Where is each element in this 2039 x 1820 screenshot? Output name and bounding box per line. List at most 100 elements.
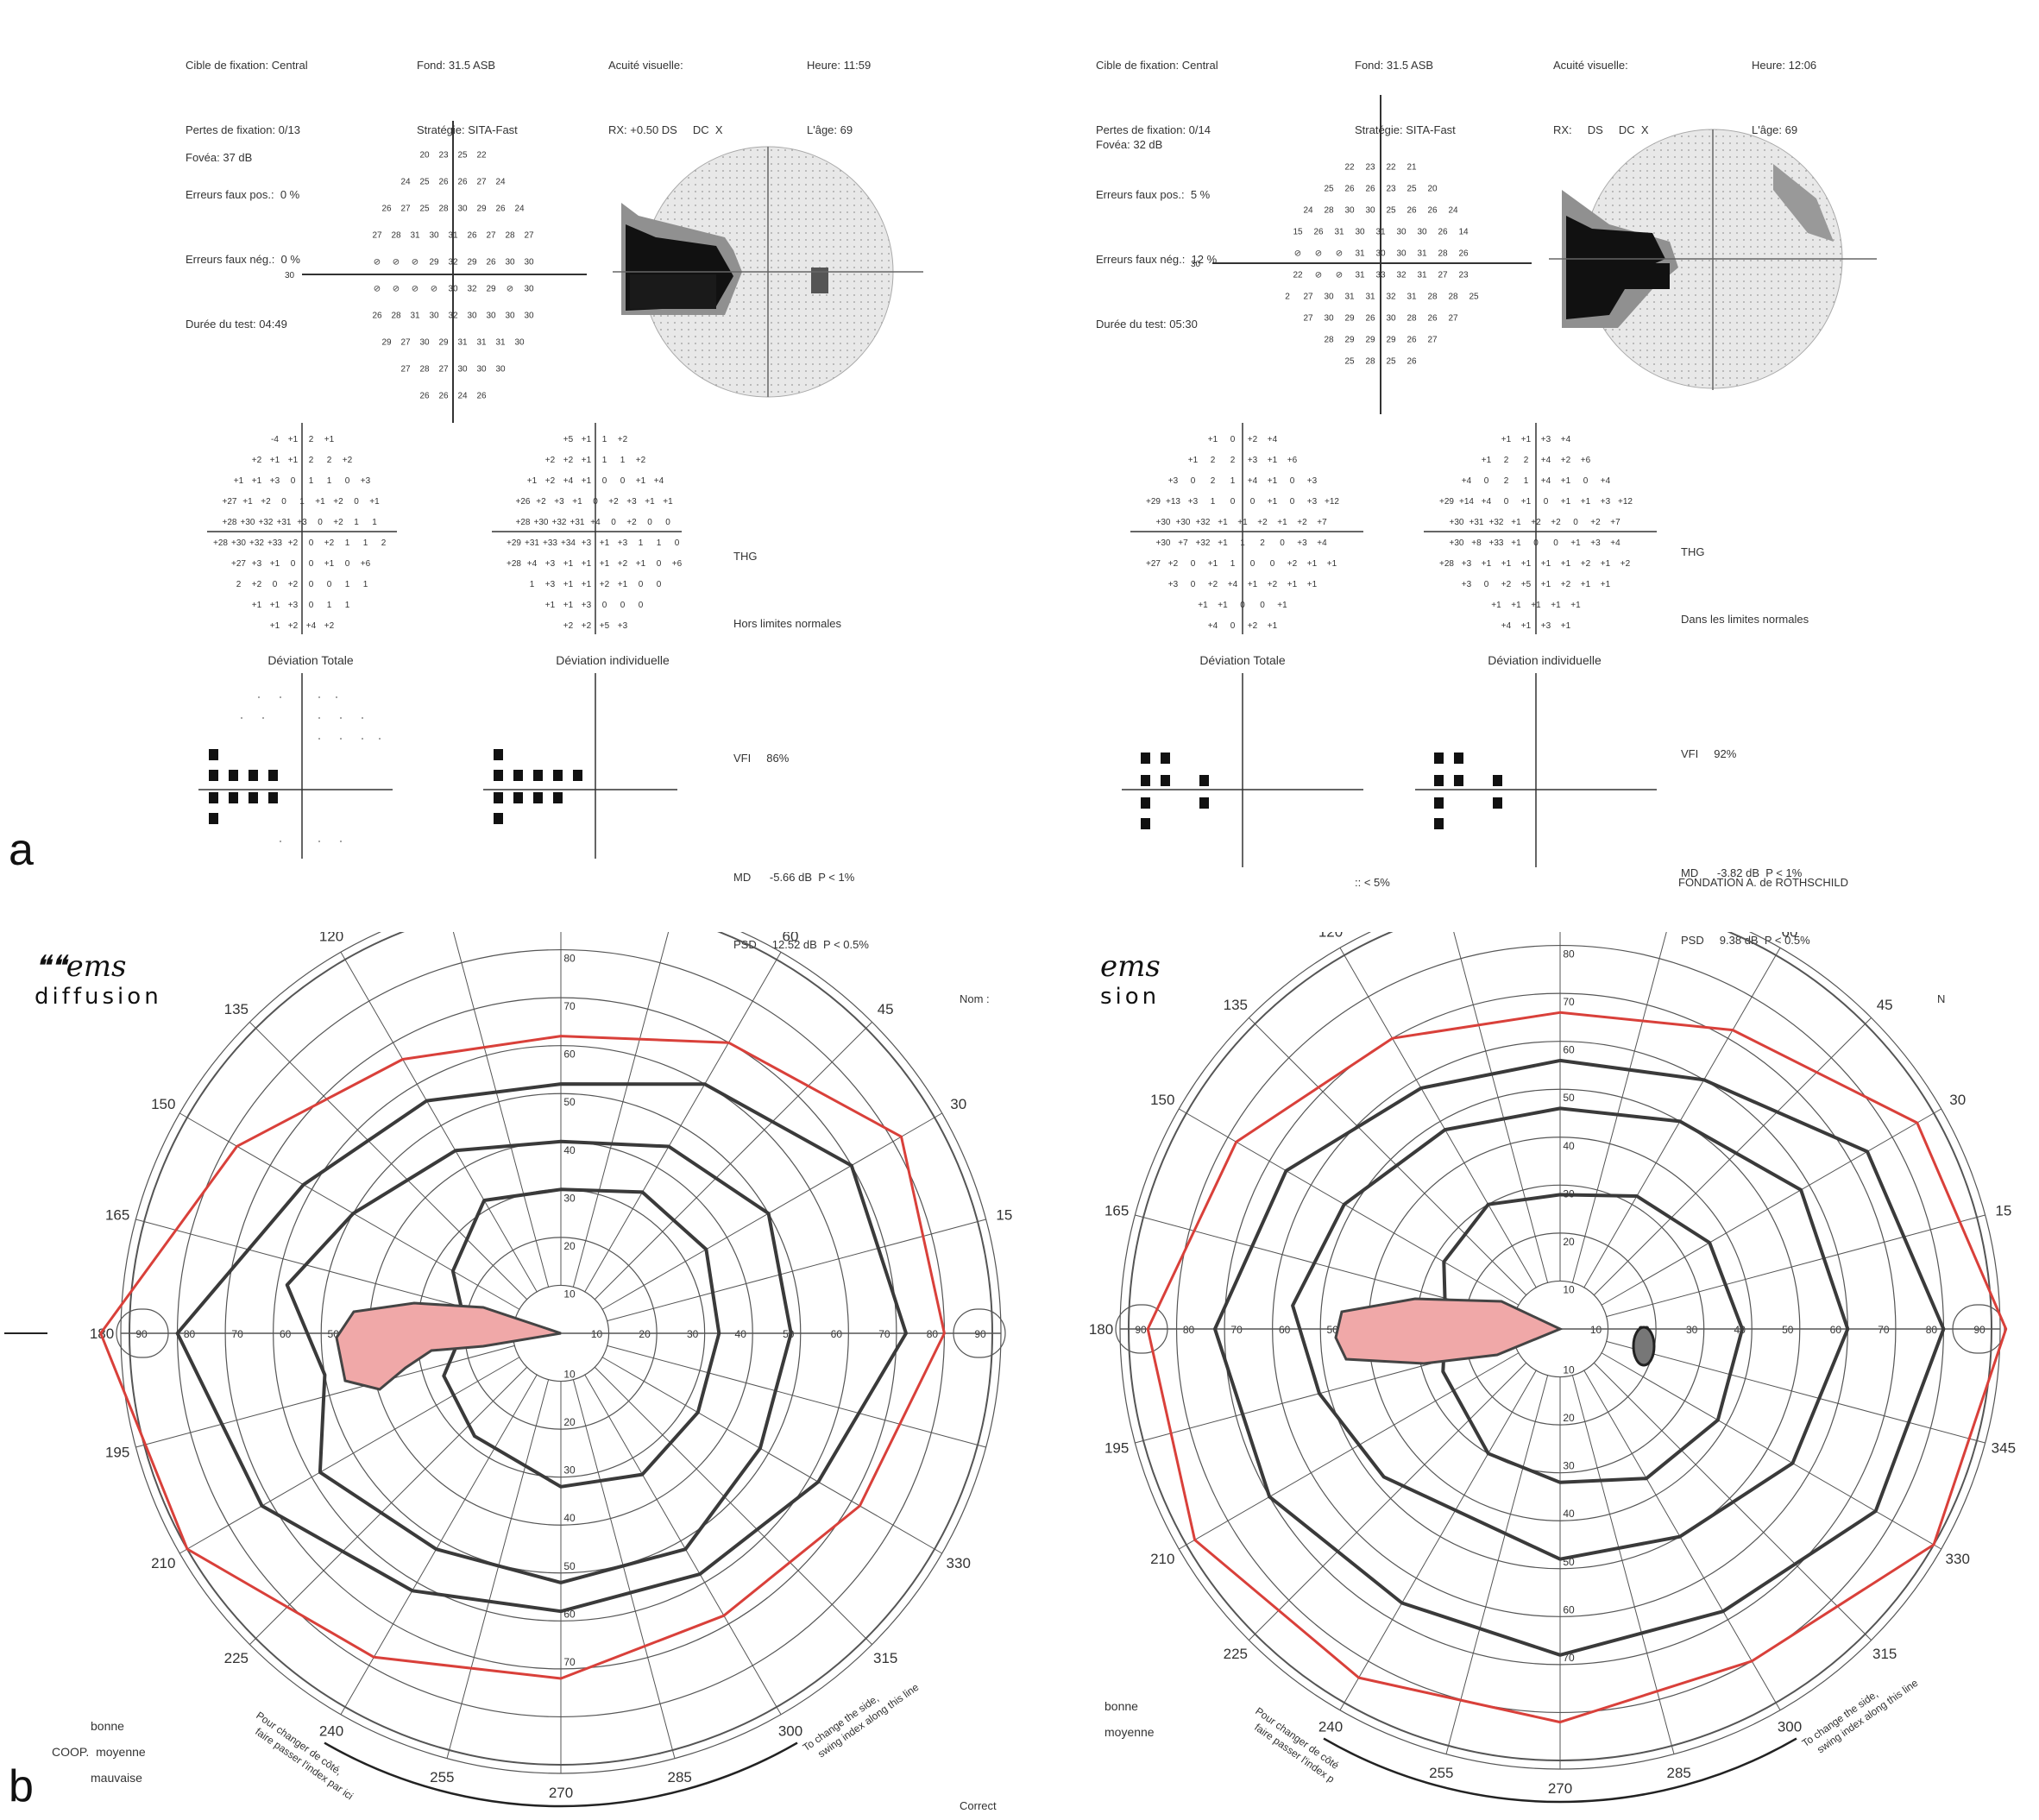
threshold-value: 30 — [1355, 228, 1365, 237]
header-line: RX: DS DC X — [1553, 123, 1649, 136]
meridian — [1179, 1108, 1520, 1306]
radial-label: 40 — [1563, 1140, 1575, 1152]
nom-label: Nom : — [960, 992, 990, 1005]
deviation-value: +1 — [582, 476, 592, 486]
deviation-value: +1 — [1601, 559, 1611, 569]
threshold-value: 22 — [1386, 163, 1396, 173]
deviation-value: +1 — [315, 497, 325, 507]
deviation-value: 0 — [611, 518, 616, 527]
radial-label: 20 — [1563, 1236, 1575, 1248]
deviation-value: +27 — [223, 497, 237, 507]
right-header-col1: Cible de fixation: Central Pertes de fix… — [1096, 11, 1218, 356]
deviation-value: +5 — [1521, 580, 1532, 589]
right-goldmann-chart: 1201059075604530151351501651801952102252… — [1089, 932, 2016, 1804]
threshold-value: 31 — [1334, 228, 1344, 237]
radial-label: 90 — [974, 1328, 986, 1340]
vfi-value: VFI 92% — [1681, 747, 1737, 760]
threshold-value: 31 — [476, 338, 487, 348]
deviation-value: +31 — [570, 518, 585, 527]
axis-label: 30 — [285, 271, 295, 280]
panel-label-b: b — [9, 1761, 34, 1811]
foundation: FONDATION A. de ROTHSCHILD — [1678, 876, 1848, 889]
deviation-value: 0 — [1230, 621, 1236, 631]
deviation-value: 1 — [327, 601, 332, 610]
deviation-value: +3 — [1601, 497, 1611, 507]
threshold-value: 23 — [438, 151, 449, 161]
threshold-value: ⊘ — [374, 285, 381, 294]
deviation-value: 2 — [1504, 476, 1509, 486]
threshold-value: 29 — [476, 205, 487, 214]
threshold-value: 27 — [372, 231, 382, 241]
deviation-value: +2 — [563, 621, 574, 631]
header-line: Durée du test: 05:30 — [1096, 318, 1198, 331]
threshold-value: 31 — [1355, 249, 1365, 259]
radial-label: 80 — [563, 953, 576, 965]
radial-label: 90 — [135, 1328, 148, 1340]
header-line: Durée du test: 04:49 — [186, 318, 287, 331]
deviation-value: +4 — [1268, 435, 1278, 444]
deviation-value: +2 — [1257, 518, 1268, 527]
header-line: Cible de fixation: Central — [186, 59, 308, 72]
radial-label: 20 — [563, 1240, 576, 1252]
deviation-value: 0 — [620, 476, 626, 486]
deviation-value: +12 — [1618, 497, 1633, 507]
deviation-value: +1 — [636, 476, 646, 486]
deviation-value: +32 — [249, 538, 264, 548]
deviation-value: +4 — [527, 559, 538, 569]
threshold-value: 32 — [1386, 293, 1396, 302]
radial-label: 60 — [1563, 1603, 1575, 1615]
degree-label: 240 — [319, 1723, 343, 1740]
deviation-value: +7 — [1317, 518, 1327, 527]
meridian — [1339, 1370, 1537, 1710]
radial-label: 30 — [687, 1328, 699, 1340]
deviation-value: +6 — [1287, 456, 1298, 465]
degree-label: 60 — [783, 932, 799, 944]
side-change-arc — [324, 1741, 798, 1808]
deviation-value: 1 — [657, 538, 662, 548]
meridian — [179, 1112, 520, 1310]
degree-label: 150 — [1150, 1092, 1174, 1108]
deviation-value: +3 — [1462, 580, 1472, 589]
degree-label: 330 — [947, 1555, 971, 1571]
threshold-value: 28 — [505, 231, 515, 241]
deviation-value: +3 — [1541, 621, 1551, 631]
threshold-value: 30 — [524, 285, 534, 294]
meridian — [601, 1357, 942, 1554]
deviation-value: 0 — [1270, 559, 1275, 569]
deviation-value: +1 — [1521, 621, 1532, 631]
radial-label: 30 — [563, 1192, 576, 1204]
header-line: Acuité visuelle: — [608, 59, 683, 72]
right-stats: THG Dans les limites normales VFI 92% MD… — [1681, 496, 1810, 974]
deviation-value: +4 — [1501, 621, 1512, 631]
threshold-value: 30 — [1324, 314, 1334, 324]
deviation-value: +30 — [241, 518, 255, 527]
deviation-value: +1 — [1551, 601, 1561, 610]
threshold-value: 32 — [467, 285, 477, 294]
threshold-value: 28 — [1438, 249, 1448, 259]
deviation-value: +1 — [1307, 559, 1318, 569]
deviation-value: 2 — [381, 538, 387, 548]
threshold-value: 28 — [1324, 206, 1334, 216]
threshold-value: 28 — [1427, 293, 1438, 302]
deviation-value: +1 — [1287, 580, 1298, 589]
deviation-value: +1 — [1581, 580, 1591, 589]
threshold-value: 29 — [381, 338, 392, 348]
radial-label: 30 — [1563, 1460, 1575, 1472]
isopter-dark — [1291, 1106, 1850, 1561]
header-line: Fond: 31.5 ASB — [1355, 59, 1434, 72]
degree-label: 225 — [1224, 1646, 1248, 1662]
threshold-value: 27 — [1303, 293, 1313, 302]
deviation-value: +32 — [1196, 518, 1211, 527]
right-greyscale-map — [1549, 129, 1877, 390]
degree-label: 15 — [996, 1206, 1012, 1223]
deviation-value: +1 — [1307, 580, 1318, 589]
degree-label: 285 — [1667, 1765, 1691, 1781]
deviation-value: +1 — [563, 601, 574, 610]
deviation-value: +1 — [1482, 456, 1492, 465]
meridian — [1601, 1352, 1941, 1550]
deviation-value: +30 — [1450, 538, 1464, 548]
threshold-value: 25 — [1324, 185, 1334, 194]
deviation-value: +1 — [288, 456, 299, 465]
threshold-value: 27 — [1438, 271, 1448, 280]
deviation-value: 0 — [1484, 580, 1489, 589]
